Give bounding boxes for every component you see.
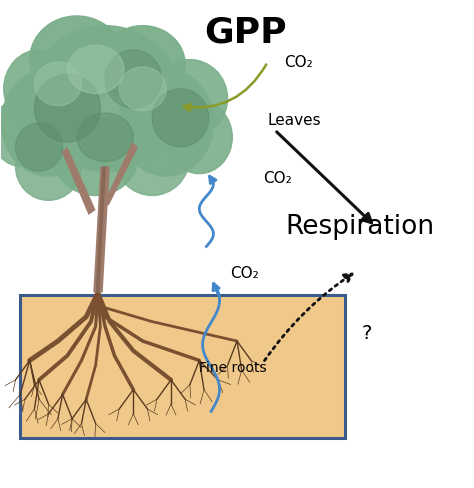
Ellipse shape (152, 89, 209, 147)
Text: CO₂: CO₂ (230, 265, 259, 281)
Ellipse shape (0, 99, 48, 166)
Ellipse shape (67, 45, 124, 94)
Ellipse shape (166, 101, 232, 174)
Ellipse shape (119, 67, 166, 111)
Text: Fine roots: Fine roots (199, 361, 267, 375)
Ellipse shape (105, 50, 162, 108)
Ellipse shape (30, 26, 181, 171)
Ellipse shape (115, 118, 190, 196)
Text: Respiration: Respiration (285, 214, 434, 240)
Ellipse shape (4, 50, 74, 127)
Text: Leaves: Leaves (268, 113, 321, 128)
Polygon shape (93, 166, 110, 292)
Ellipse shape (53, 118, 138, 196)
FancyArrowPatch shape (183, 64, 266, 111)
Text: CO₂: CO₂ (263, 171, 292, 186)
Polygon shape (96, 166, 106, 292)
Polygon shape (62, 147, 96, 215)
Text: ?: ? (361, 324, 372, 343)
Ellipse shape (152, 60, 228, 137)
Polygon shape (103, 142, 138, 205)
Ellipse shape (30, 16, 124, 103)
Ellipse shape (100, 26, 185, 103)
Ellipse shape (1, 69, 96, 176)
Bar (20, 295, 346, 438)
Ellipse shape (77, 113, 133, 162)
Ellipse shape (16, 132, 82, 201)
Ellipse shape (35, 62, 82, 106)
Ellipse shape (35, 74, 100, 142)
Text: GPP: GPP (204, 16, 287, 50)
Text: CO₂: CO₂ (284, 55, 313, 70)
Ellipse shape (16, 122, 63, 171)
Ellipse shape (119, 69, 213, 176)
